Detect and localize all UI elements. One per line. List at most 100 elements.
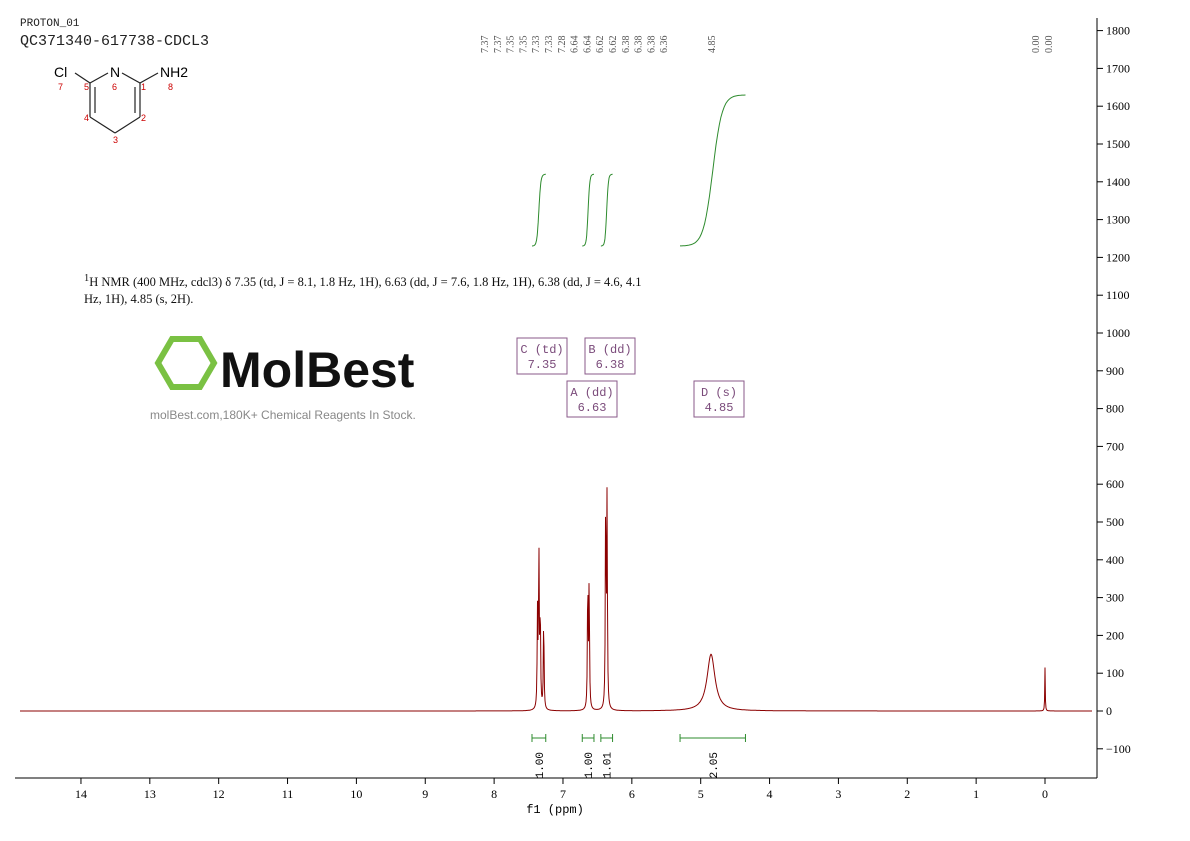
peak-label: 6.38 (621, 36, 632, 54)
x-tick-label: 1 (973, 787, 979, 801)
integral-curve (532, 173, 546, 247)
x-tick-label: 8 (491, 787, 497, 801)
superscript: 1 (84, 273, 90, 284)
multiplet-shift: 6.38 (596, 358, 625, 372)
peak-label: 7.33 (531, 36, 542, 54)
y-tick-label: 1400 (1106, 175, 1130, 189)
integral-curve (600, 173, 613, 247)
atom-n: N (110, 64, 120, 80)
y-tick-label: 600 (1106, 477, 1124, 491)
y-tick-label: 800 (1106, 402, 1124, 416)
peak-label: 0.00 (1031, 36, 1042, 54)
peak-label: 7.35 (506, 36, 517, 53)
watermark-tagline: molBest.com,180K+ Chemical Reagents In S… (150, 408, 416, 422)
integral-value: 2.05 (709, 752, 721, 778)
experiment-name: PROTON_01 (20, 18, 80, 30)
peak-label: 6.38 (634, 36, 645, 54)
x-tick-label: 12 (213, 787, 225, 801)
multiplet-shift: 7.35 (528, 358, 557, 372)
peak-label: 7.37 (480, 36, 491, 54)
multiplet-shift: 6.63 (578, 401, 607, 415)
peak-label: 0.00 (1044, 36, 1055, 54)
atom-cl: Cl (54, 64, 67, 80)
spectrum-trace (20, 487, 1092, 712)
watermark-brand: MolBest (220, 342, 415, 398)
y-tick-label: 1200 (1106, 250, 1130, 264)
y-tick-label: 1800 (1106, 24, 1130, 38)
multiplet-box (516, 337, 568, 375)
multiplet-box (693, 380, 745, 418)
integral-bracket (581, 734, 595, 742)
peak-label: 6.62 (595, 36, 606, 54)
y-tick-label: 300 (1106, 591, 1124, 605)
peak-label: 4.85 (707, 36, 718, 54)
integral-bracket (679, 734, 746, 742)
x-tick-label: 13 (144, 787, 156, 801)
atom-number: 8 (168, 82, 173, 92)
x-tick-label: 6 (629, 787, 635, 801)
y-tick-label: 1700 (1106, 61, 1130, 75)
multiplet-label: B (dd) (588, 343, 631, 357)
x-axis-label: f1 (ppm) (526, 803, 584, 817)
peak-label: 7.37 (493, 36, 504, 54)
atom-number: 4 (84, 113, 89, 123)
atom-number: 6 (112, 82, 117, 92)
atom-number: 5 (84, 82, 89, 92)
multiplet-box (566, 380, 618, 418)
y-tick-label: 900 (1106, 364, 1124, 378)
y-tick-label: 400 (1106, 553, 1124, 567)
y-tick-label: 1000 (1106, 326, 1130, 340)
x-tick-label: 5 (698, 787, 704, 801)
atom-number: 1 (141, 82, 146, 92)
x-tick-label: 10 (350, 787, 362, 801)
atom-nh2: NH2 (160, 64, 188, 80)
y-tick-label: 1300 (1106, 213, 1130, 227)
x-tick-label: 7 (560, 787, 566, 801)
integral-value: 1.01 (603, 752, 615, 779)
x-tick-label: 2 (904, 787, 910, 801)
peak-label: 6.62 (608, 36, 619, 54)
atom-number: 3 (113, 135, 118, 145)
atom-number: 2 (141, 113, 146, 123)
peak-label: 7.28 (557, 36, 568, 54)
y-tick-label: 0 (1106, 704, 1112, 718)
x-tick-label: 0 (1042, 787, 1048, 801)
peak-label: 7.33 (544, 36, 555, 54)
integral-curve (680, 94, 746, 247)
sample-id: QC371340-617738-CDCL3 (20, 33, 210, 50)
atom-number: 7 (58, 82, 63, 92)
multiplet-label: D (s) (701, 386, 737, 400)
integral-value: 1.00 (535, 752, 547, 778)
hexagon-logo-icon (154, 336, 218, 390)
watermark: MolBest molBest.com,180K+ Chemical Reage… (150, 335, 450, 427)
x-tick-label: 4 (767, 787, 773, 801)
x-tick-label: 3 (835, 787, 841, 801)
peak-label: 7.35 (518, 36, 529, 54)
peak-label: 6.38 (646, 36, 657, 54)
integral-bracket (531, 734, 547, 742)
y-tick-label: 100 (1106, 666, 1124, 680)
description-text: H NMR (400 MHz, cdcl3) δ 7.35 (td, J = 8… (84, 275, 642, 307)
multiplet-label: A (dd) (570, 386, 613, 400)
x-tick-label: 14 (75, 787, 87, 801)
watermark-logo: MolBest molBest.com,180K+ Chemical Reage… (150, 336, 416, 422)
peak-label: 6.36 (659, 36, 670, 54)
y-tick-label: 1600 (1106, 99, 1130, 113)
y-tick-label: −100 (1106, 742, 1131, 756)
y-tick-label: 200 (1106, 628, 1124, 642)
y-tick-label: 500 (1106, 515, 1124, 529)
molecule-structure: Cl N NH2 7 6 8 5 1 4 2 3 (54, 64, 188, 145)
integral-bracket (600, 734, 614, 742)
integral-curve (582, 173, 594, 247)
y-tick-label: 1500 (1106, 137, 1130, 151)
peak-label: 6.64 (570, 36, 581, 54)
y-tick-label: 1100 (1106, 288, 1130, 302)
y-tick-label: 700 (1106, 439, 1124, 453)
nmr-description: 1H NMR (400 MHz, cdcl3) δ 7.35 (td, J = … (84, 270, 644, 308)
x-tick-label: 9 (422, 787, 428, 801)
multiplet-label: C (td) (520, 343, 563, 357)
peak-label: 6.64 (582, 36, 593, 54)
x-tick-label: 11 (282, 787, 294, 801)
